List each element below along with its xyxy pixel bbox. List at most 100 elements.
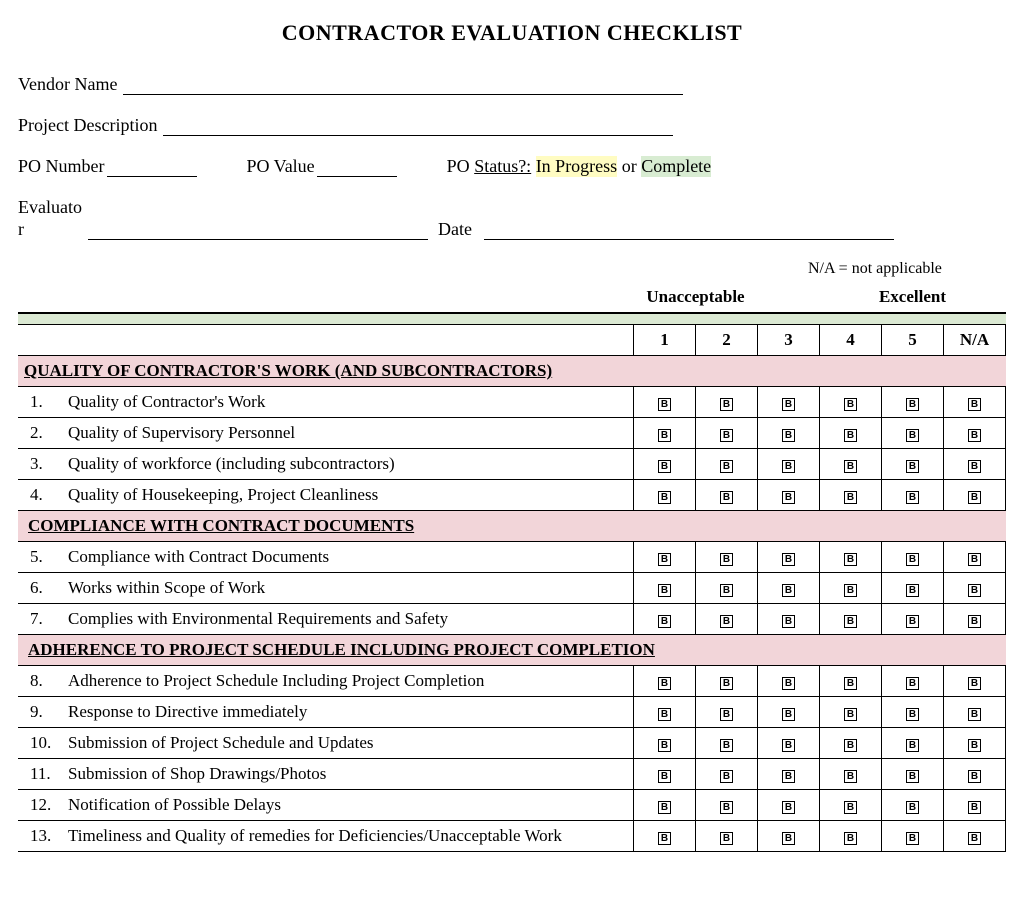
rating-checkbox[interactable]: B — [944, 573, 1006, 604]
rating-checkbox[interactable]: B — [944, 418, 1006, 449]
rating-checkbox[interactable]: B — [696, 480, 758, 511]
rating-checkbox[interactable]: B — [944, 728, 1006, 759]
rating-checkbox[interactable]: B — [696, 604, 758, 635]
rating-checkbox[interactable]: B — [696, 387, 758, 418]
rating-checkbox[interactable]: B — [882, 480, 944, 511]
item-label: Adherence to Project Schedule Including … — [62, 666, 634, 697]
rating-checkbox[interactable]: B — [882, 449, 944, 480]
rating-checkbox[interactable]: B — [882, 418, 944, 449]
item-row: 4.Quality of Housekeeping, Project Clean… — [18, 480, 1006, 511]
rating-checkbox[interactable]: B — [634, 759, 696, 790]
rating-checkbox[interactable]: B — [634, 542, 696, 573]
rating-checkbox[interactable]: B — [882, 573, 944, 604]
rating-checkbox[interactable]: B — [696, 728, 758, 759]
rating-checkbox[interactable]: B — [634, 418, 696, 449]
rating-checkbox[interactable]: B — [758, 728, 820, 759]
rating-checkbox[interactable]: B — [758, 573, 820, 604]
item-label: Quality of Housekeeping, Project Cleanli… — [62, 480, 634, 511]
rating-checkbox[interactable]: B — [758, 697, 820, 728]
rating-checkbox[interactable]: B — [944, 666, 1006, 697]
rating-checkbox[interactable]: B — [696, 418, 758, 449]
rating-checkbox[interactable]: B — [820, 387, 882, 418]
rating-checkbox[interactable]: B — [696, 759, 758, 790]
vendor-name-input[interactable] — [123, 77, 683, 95]
project-description-input[interactable] — [163, 118, 673, 136]
rating-checkbox[interactable]: B — [820, 759, 882, 790]
item-number: 4. — [18, 480, 62, 511]
rating-checkbox[interactable]: B — [758, 821, 820, 852]
rating-checkbox[interactable]: B — [634, 821, 696, 852]
rating-checkbox[interactable]: B — [820, 573, 882, 604]
rating-checkbox[interactable]: B — [634, 604, 696, 635]
rating-checkbox[interactable]: B — [696, 821, 758, 852]
rating-checkbox[interactable]: B — [758, 387, 820, 418]
po-status-in-progress[interactable]: In Progress — [536, 156, 618, 177]
rating-checkbox[interactable]: B — [634, 480, 696, 511]
rating-checkbox[interactable]: B — [758, 480, 820, 511]
rating-checkbox[interactable]: B — [882, 387, 944, 418]
project-description-label: Project Description — [18, 115, 157, 136]
rating-checkbox[interactable]: B — [696, 790, 758, 821]
rating-checkbox[interactable]: B — [820, 480, 882, 511]
rating-checkbox[interactable]: B — [944, 542, 1006, 573]
column-numbers-row: 1 2 3 4 5 N/A — [18, 325, 1006, 356]
scale-left: Unacceptable — [634, 282, 758, 313]
rating-checkbox[interactable]: B — [634, 728, 696, 759]
rating-checkbox[interactable]: B — [944, 604, 1006, 635]
item-number: 9. — [18, 697, 62, 728]
rating-checkbox[interactable]: B — [758, 418, 820, 449]
rating-checkbox[interactable]: B — [758, 542, 820, 573]
po-number-input[interactable] — [107, 159, 197, 177]
rating-checkbox[interactable]: B — [944, 449, 1006, 480]
rating-checkbox[interactable]: B — [820, 790, 882, 821]
rating-checkbox[interactable]: B — [696, 573, 758, 604]
rating-checkbox[interactable]: B — [758, 790, 820, 821]
rating-checkbox[interactable]: B — [758, 604, 820, 635]
rating-checkbox[interactable]: B — [820, 449, 882, 480]
rating-checkbox[interactable]: B — [820, 821, 882, 852]
rating-checkbox[interactable]: B — [634, 449, 696, 480]
rating-checkbox[interactable]: B — [696, 697, 758, 728]
rating-checkbox[interactable]: B — [696, 449, 758, 480]
po-value-input[interactable] — [317, 159, 397, 177]
section-header: COMPLIANCE WITH CONTRACT DOCUMENTS — [18, 511, 1006, 542]
rating-checkbox[interactable]: B — [882, 790, 944, 821]
rating-checkbox[interactable]: B — [944, 790, 1006, 821]
rating-checkbox[interactable]: B — [634, 573, 696, 604]
rating-checkbox[interactable]: B — [634, 666, 696, 697]
rating-checkbox[interactable]: B — [634, 790, 696, 821]
rating-checkbox[interactable]: B — [944, 697, 1006, 728]
po-status-complete[interactable]: Complete — [641, 156, 711, 177]
rating-checkbox[interactable]: B — [882, 821, 944, 852]
rating-checkbox[interactable]: B — [882, 666, 944, 697]
rating-checkbox[interactable]: B — [758, 449, 820, 480]
rating-checkbox[interactable]: B — [820, 697, 882, 728]
rating-checkbox[interactable]: B — [882, 697, 944, 728]
rating-checkbox[interactable]: B — [882, 728, 944, 759]
rating-checkbox[interactable]: B — [696, 542, 758, 573]
rating-checkbox[interactable]: B — [820, 418, 882, 449]
rating-checkbox[interactable]: B — [634, 387, 696, 418]
rating-checkbox[interactable]: B — [882, 759, 944, 790]
rating-checkbox[interactable]: B — [634, 697, 696, 728]
rating-checkbox[interactable]: B — [820, 542, 882, 573]
rating-checkbox[interactable]: B — [944, 821, 1006, 852]
item-row: 8.Adherence to Project Schedule Includin… — [18, 666, 1006, 697]
item-label: Quality of Contractor's Work — [62, 387, 634, 418]
rating-checkbox[interactable]: B — [758, 666, 820, 697]
evaluator-input[interactable] — [88, 222, 428, 240]
rating-checkbox[interactable]: B — [944, 480, 1006, 511]
rating-checkbox[interactable]: B — [820, 666, 882, 697]
rating-checkbox[interactable]: B — [944, 759, 1006, 790]
rating-checkbox[interactable]: B — [882, 542, 944, 573]
rating-checkbox[interactable]: B — [882, 604, 944, 635]
date-input[interactable] — [484, 222, 894, 240]
rating-checkbox[interactable]: B — [944, 387, 1006, 418]
item-label: Works within Scope of Work — [62, 573, 634, 604]
item-label: Response to Directive immediately — [62, 697, 634, 728]
rating-checkbox[interactable]: B — [696, 666, 758, 697]
rating-checkbox[interactable]: B — [820, 728, 882, 759]
rating-checkbox[interactable]: B — [820, 604, 882, 635]
rating-checkbox[interactable]: B — [758, 759, 820, 790]
item-label: Quality of Supervisory Personnel — [62, 418, 634, 449]
